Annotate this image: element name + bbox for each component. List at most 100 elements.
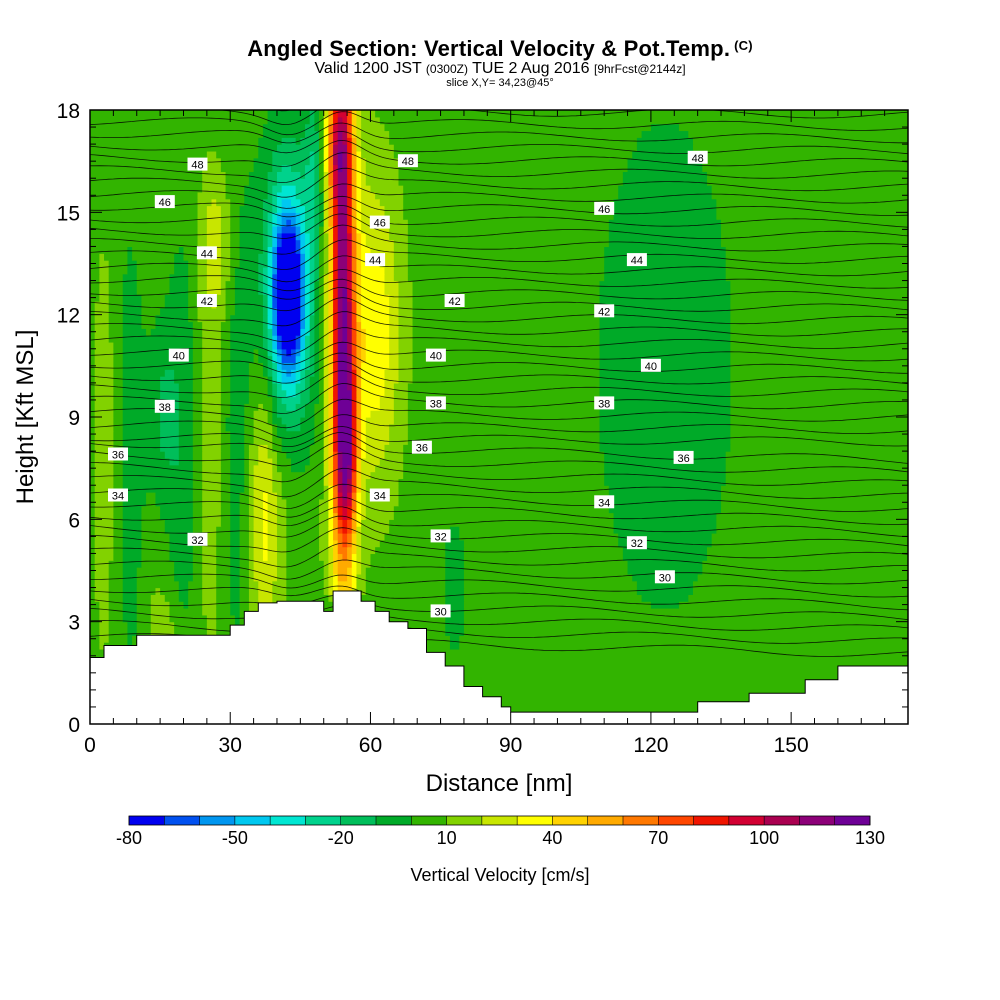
velocity-cell	[276, 519, 287, 527]
x-tick-label: 120	[633, 734, 668, 757]
velocity-cell	[608, 239, 722, 248]
velocity-cell	[319, 526, 329, 534]
velocity-cell	[361, 164, 367, 172]
velocity-cell	[141, 519, 166, 527]
velocity-cell	[309, 239, 315, 248]
velocity-cell	[276, 260, 301, 268]
velocity-cell	[361, 185, 372, 193]
velocity-cell	[90, 389, 96, 398]
velocity-cell	[361, 485, 367, 493]
velocity-cell	[333, 253, 339, 261]
velocity-cell	[290, 464, 306, 473]
velocity-cell	[459, 635, 908, 643]
velocity-cell	[328, 492, 334, 500]
velocity-cell	[323, 464, 329, 473]
velocity-cell	[262, 526, 269, 534]
velocity-cell	[122, 287, 138, 295]
velocity-cell	[356, 321, 362, 329]
velocity-cell	[253, 539, 264, 548]
colorbar-swatch	[728, 816, 765, 825]
velocity-cell	[361, 532, 386, 541]
velocity-cell	[384, 280, 400, 288]
velocity-cell	[627, 560, 703, 568]
velocity-cell	[328, 164, 334, 172]
velocity-cell	[351, 348, 358, 357]
velocity-cell	[216, 601, 231, 609]
pot-temp-contours	[90, 110, 908, 657]
velocity-cell	[253, 423, 273, 432]
velocity-cell	[361, 321, 390, 329]
velocity-cell	[328, 382, 334, 391]
velocity-cell	[319, 328, 325, 336]
velocity-cell	[370, 471, 404, 479]
x-tick-label: 30	[219, 734, 242, 757]
colorbar-swatch	[481, 816, 518, 825]
velocity-cell	[90, 403, 96, 411]
velocity-cell	[333, 178, 339, 186]
velocity-cell	[356, 382, 362, 391]
velocity-cell	[337, 560, 353, 568]
velocity-cell	[248, 396, 273, 404]
velocity-cell	[90, 376, 96, 384]
velocity-cell	[613, 519, 717, 527]
velocity-cell	[230, 396, 250, 404]
velocity-cell	[272, 150, 311, 159]
velocity-cell	[94, 362, 114, 370]
velocity-cell	[178, 246, 185, 254]
pot-temp-label-text: 48	[191, 160, 203, 172]
velocity-cell	[356, 532, 362, 541]
velocity-cell	[122, 451, 166, 459]
velocity-cell	[730, 423, 908, 432]
velocity-cell	[160, 382, 180, 391]
velocity-cell	[276, 526, 287, 534]
velocity-cell	[202, 608, 217, 616]
velocity-cell	[328, 266, 334, 275]
velocity-cell	[253, 498, 264, 507]
velocity-cell	[276, 171, 301, 179]
isentrope-line	[90, 122, 908, 144]
velocity-cell	[361, 239, 367, 248]
velocity-cell	[122, 294, 143, 302]
velocity-cell	[608, 485, 722, 493]
pot-temp-label-bg	[687, 150, 708, 164]
velocity-cell	[599, 444, 731, 452]
colorbar-swatch	[164, 816, 200, 825]
velocity-cell	[445, 628, 465, 636]
velocity-cell	[300, 328, 306, 336]
velocity-cell	[323, 294, 329, 302]
velocity-cell	[90, 580, 96, 589]
velocity-cell	[351, 246, 358, 254]
velocity-cell	[351, 512, 358, 520]
pot-temp-label-bg	[594, 495, 615, 509]
velocity-cell	[463, 539, 619, 548]
isentrope-line	[90, 139, 908, 167]
velocity-cell	[174, 266, 189, 275]
velocity-cell	[136, 628, 152, 636]
velocity-cell	[412, 287, 601, 295]
isentrope-line	[90, 467, 908, 499]
velocity-cell	[113, 512, 124, 520]
velocity-cell	[220, 485, 231, 493]
velocity-cell	[90, 239, 199, 248]
velocity-cell	[94, 580, 110, 589]
velocity-cell	[337, 150, 344, 159]
velocity-cell	[230, 389, 250, 398]
velocity-cell	[225, 287, 236, 295]
velocity-cell	[347, 205, 353, 213]
velocity-cell	[692, 137, 908, 145]
velocity-cell	[337, 505, 344, 514]
colorbar: -80 -50 -20 10 40 70 100 130	[116, 815, 885, 848]
velocity-cell	[328, 471, 334, 479]
velocity-cell	[328, 580, 334, 589]
velocity-cell	[160, 512, 194, 520]
velocity-cell	[347, 321, 353, 329]
velocity-cell	[267, 328, 273, 336]
velocity-cell	[333, 403, 339, 411]
velocity-cell	[113, 553, 124, 561]
velocity-cell	[230, 341, 264, 350]
velocity-cell	[730, 321, 908, 329]
velocity-cell	[164, 301, 189, 309]
pot-temp-label-text: 32	[631, 538, 643, 550]
velocity-cell	[90, 116, 269, 125]
velocity-cell	[99, 280, 110, 288]
